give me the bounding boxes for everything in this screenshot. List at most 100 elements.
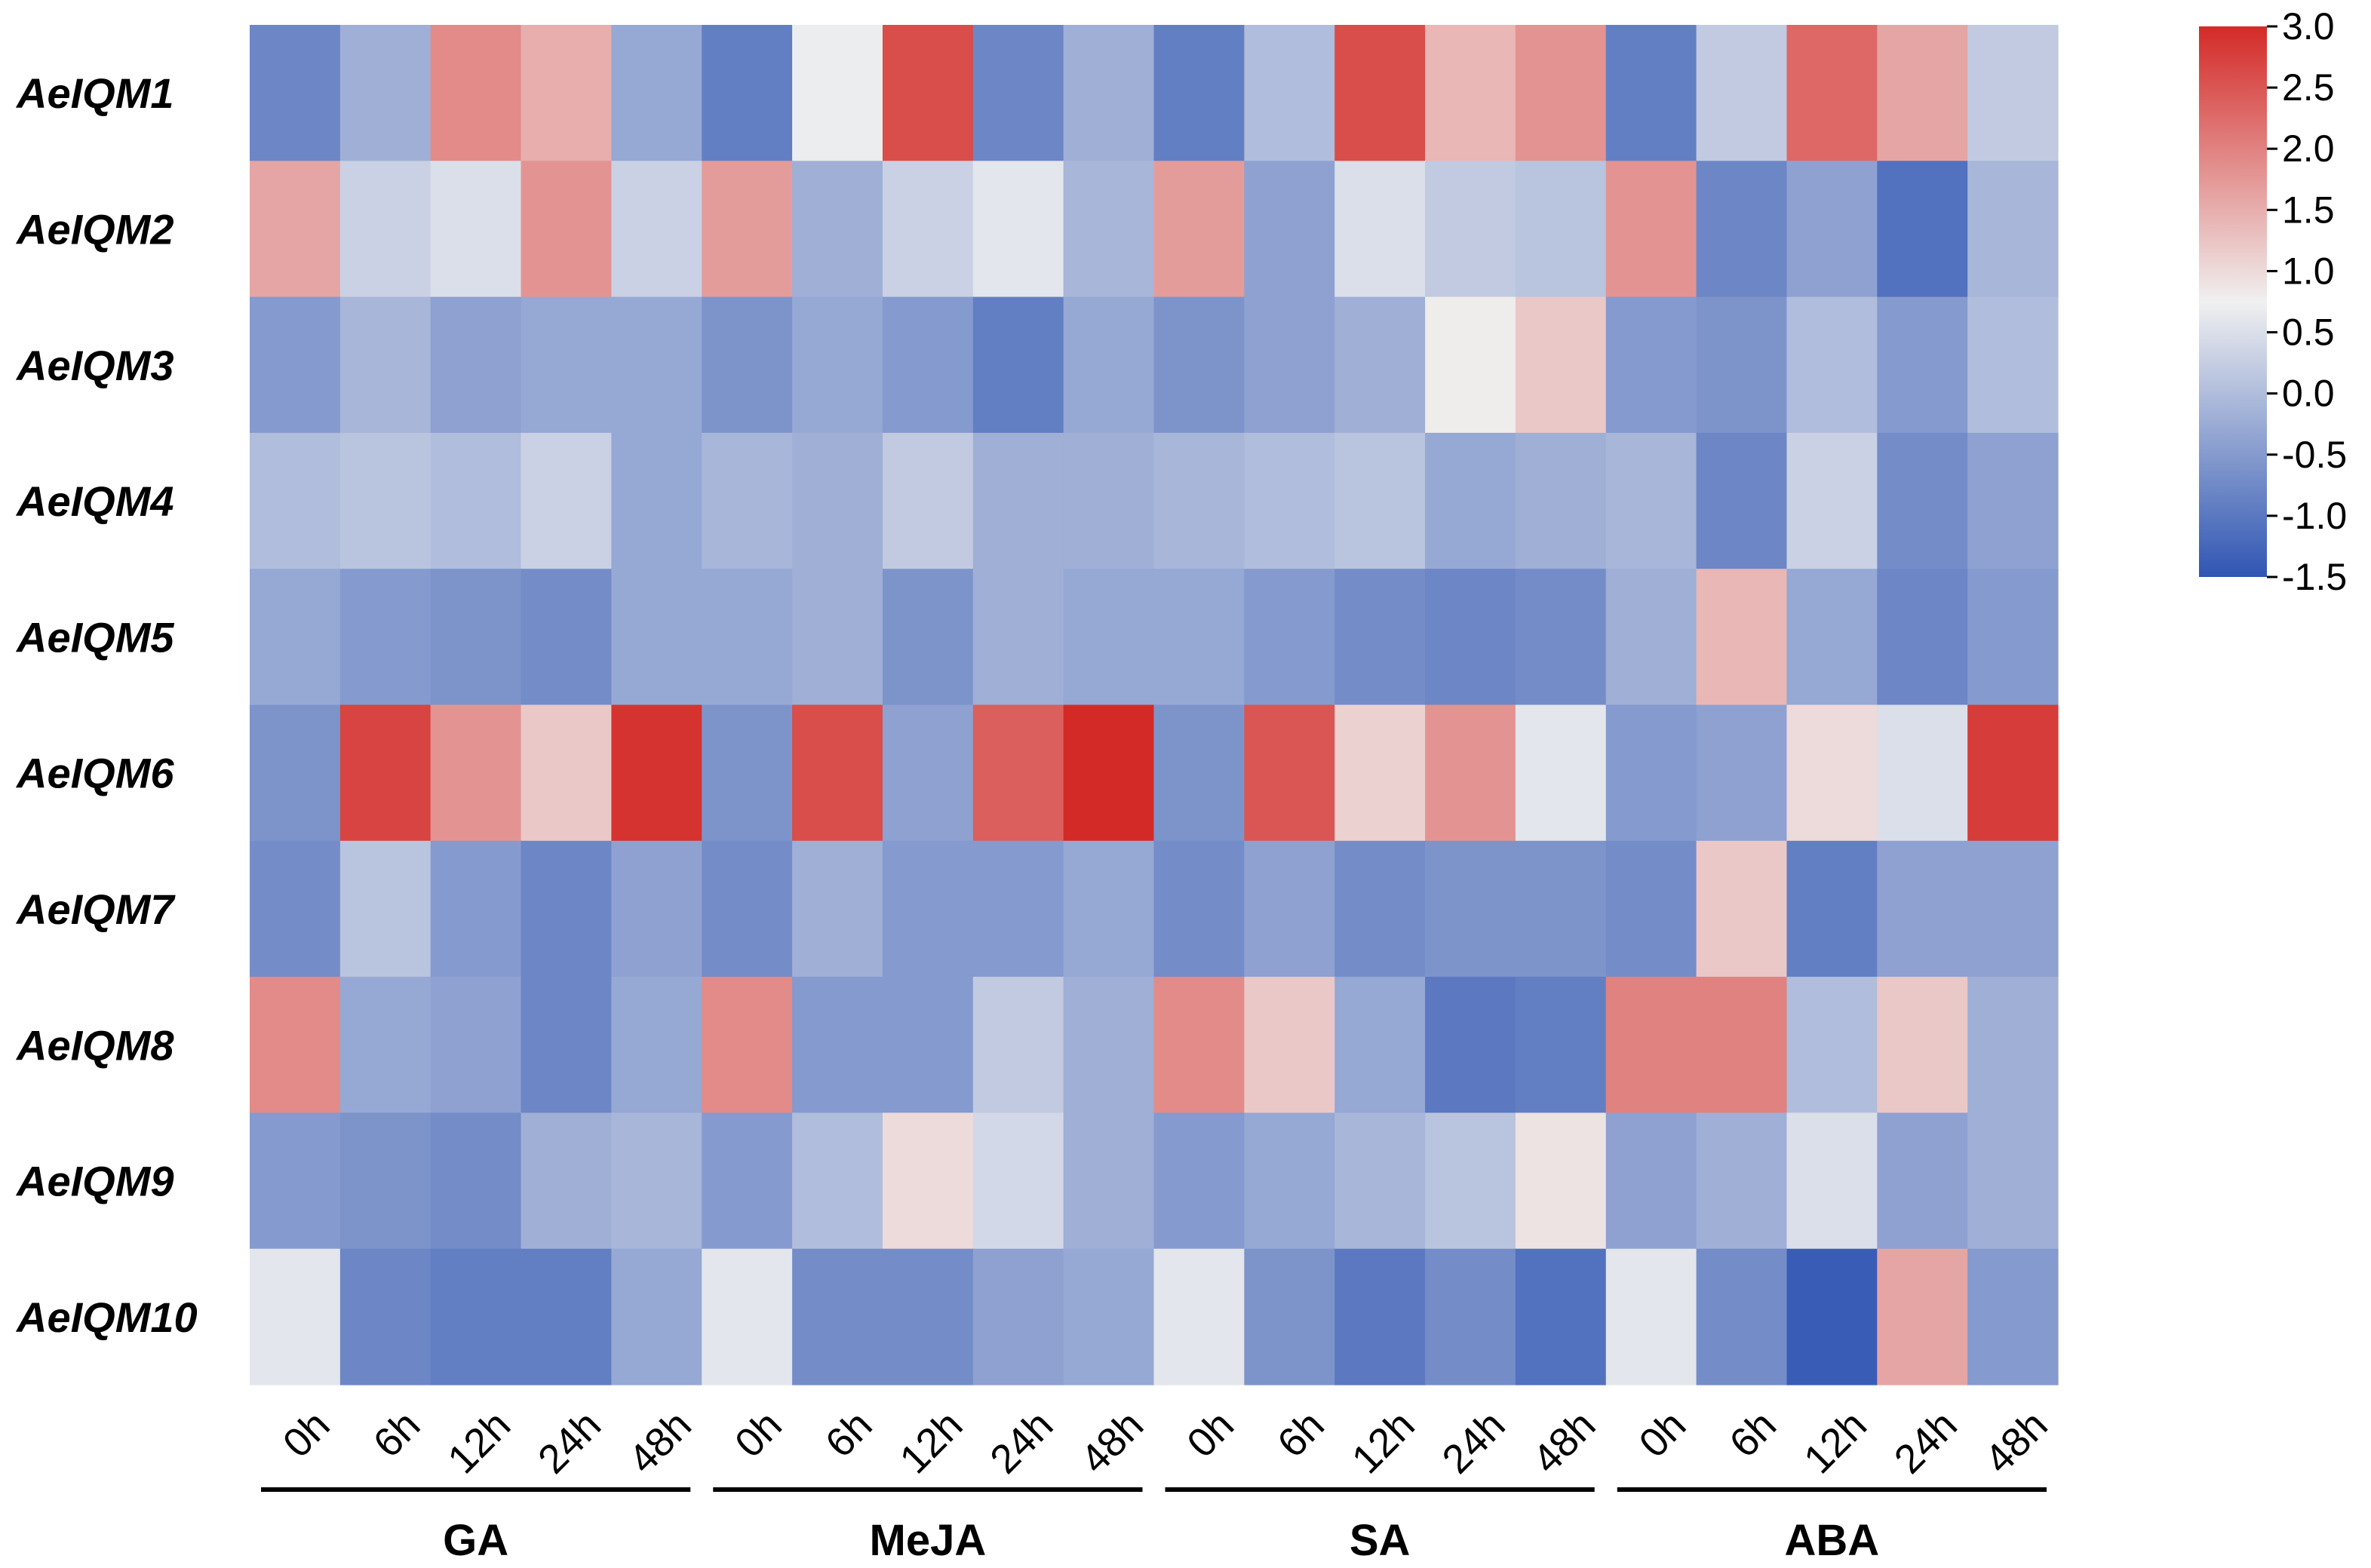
colorbar-tick-label: 3.0 (2282, 5, 2335, 48)
heatmap-cell (1877, 1112, 1968, 1250)
row-label: AeIQM2 (15, 205, 174, 253)
heatmap-cell (1967, 569, 2059, 706)
heatmap-cell (1244, 977, 1335, 1113)
heatmap-cell (1967, 25, 2059, 161)
row-label: AeIQM3 (15, 342, 174, 389)
heatmap-cell (1244, 25, 1335, 161)
column-label: 12h (1344, 1402, 1424, 1482)
heatmap-cell (1515, 296, 1607, 434)
colorbar-tick-label: 2.5 (2282, 66, 2335, 109)
heatmap-cell (250, 704, 341, 842)
heatmap-cell (1334, 977, 1426, 1113)
heatmap-cell (339, 569, 432, 706)
heatmap-cell (611, 977, 702, 1113)
heatmap-cell (1515, 1248, 1607, 1385)
heatmap-cell (250, 296, 341, 434)
heatmap-cell (1334, 432, 1426, 569)
heatmap-cell (1334, 840, 1426, 977)
heatmap-cell (1515, 432, 1607, 569)
heatmap-cell (611, 25, 702, 161)
colorbar-tick-label: 1.5 (2282, 189, 2335, 231)
row-label: AeIQM7 (15, 885, 176, 933)
heatmap-cell (882, 1112, 974, 1250)
heatmap-cell (339, 704, 432, 842)
heatmap-cell (1425, 704, 1516, 842)
heatmap-cell (1696, 704, 1788, 842)
heatmap-cell (1515, 161, 1607, 298)
column-label: 12h (439, 1402, 519, 1482)
heatmap-cell (1786, 569, 1878, 706)
heatmap-cell (1877, 25, 1968, 161)
heatmap-cell (521, 977, 612, 1113)
colorbar-tick-label: -1.5 (2282, 556, 2347, 598)
heatmap-cell (702, 569, 793, 706)
heatmap-cell (611, 569, 702, 706)
heatmap-cell (702, 977, 793, 1113)
heatmap-cell (1967, 296, 2059, 434)
heatmap-cell (611, 1248, 702, 1385)
heatmap-cell (1063, 25, 1155, 161)
heatmap-cell (339, 1248, 432, 1385)
heatmap-cell (1515, 704, 1607, 842)
heatmap-cell (1244, 161, 1335, 298)
column-label: 0h (1178, 1402, 1242, 1466)
heatmap-cell (882, 840, 974, 977)
heatmap-cell (1786, 161, 1878, 298)
heatmap-cell (1153, 296, 1245, 434)
heatmap-cell (1605, 1248, 1697, 1385)
heatmap-cell (521, 704, 612, 842)
heatmap-cell (702, 704, 793, 842)
heatmap-cell (1515, 25, 1607, 161)
heatmap-cell (792, 296, 883, 434)
heatmap-cell (702, 25, 793, 161)
heatmap-cell (1244, 432, 1335, 569)
heatmap-cell (972, 704, 1064, 842)
heatmap-cell (792, 569, 883, 706)
column-label: 6h (365, 1402, 429, 1466)
column-label: 48h (1976, 1402, 2056, 1482)
heatmap-cell (1244, 1112, 1335, 1250)
row-label: AeIQM4 (15, 477, 174, 525)
heatmap-cell (1786, 704, 1878, 842)
heatmap-cell (702, 296, 793, 434)
heatmap-cell (521, 1112, 612, 1250)
heatmap-cell (1063, 569, 1155, 706)
column-label: 6h (1269, 1402, 1333, 1466)
heatmap-cell (1063, 1112, 1155, 1250)
heatmap-cell (1063, 840, 1155, 977)
heatmap-cell (882, 432, 974, 569)
heatmap-cell (1786, 432, 1878, 569)
heatmap-cell (250, 161, 341, 298)
column-label: 0h (1630, 1402, 1694, 1466)
heatmap-cell (1605, 704, 1697, 842)
heatmap-cell (1877, 977, 1968, 1113)
heatmap-cell (792, 1248, 883, 1385)
heatmap-cell (1605, 1112, 1697, 1250)
heatmap-cell (1515, 569, 1607, 706)
heatmap-cell (339, 1112, 432, 1250)
heatmap-cell (1425, 569, 1516, 706)
heatmap-cell (702, 840, 793, 977)
heatmap-cell (1696, 1112, 1788, 1250)
heatmap-cell (1425, 840, 1516, 977)
heatmap-cell (1967, 704, 2059, 842)
row-label: AeIQM6 (15, 750, 174, 797)
heatmap-cell (882, 296, 974, 434)
heatmap-cell (972, 432, 1064, 569)
colorbar-tick-label: 0.0 (2282, 373, 2335, 415)
heatmap-cell (1967, 161, 2059, 298)
heatmap-cell (339, 432, 432, 569)
column-label: 24h (981, 1402, 1061, 1482)
heatmap-cell (792, 704, 883, 842)
heatmap-cell (1877, 840, 1968, 977)
heatmap-cell (1696, 161, 1788, 298)
row-labels: AeIQM1 AeIQM2 AeIQM3 AeIQM4 AeIQM5 AeIQM6 AeIQ… (15, 69, 198, 1341)
heatmap-cell (430, 432, 522, 569)
heatmap-cell (1877, 569, 1968, 706)
heatmap-cell (521, 25, 612, 161)
heatmap-cell (1063, 296, 1155, 434)
heatmap-cell (1877, 1248, 1968, 1385)
heatmap-cell (1515, 977, 1607, 1113)
colorbar-gradient (2199, 26, 2267, 577)
